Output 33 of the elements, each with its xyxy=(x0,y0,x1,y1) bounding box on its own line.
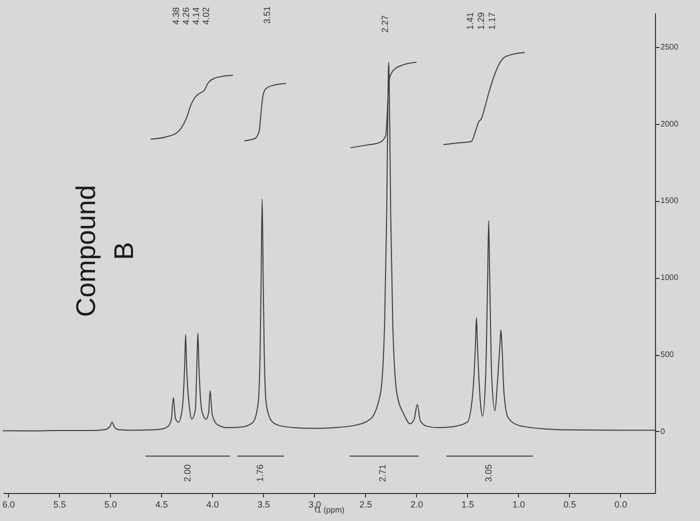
y-tick-label: 2500 xyxy=(660,42,679,52)
annotation: 4.14 xyxy=(191,7,201,25)
x-tick-label: 4.5 xyxy=(155,500,168,510)
annotation: 2.00 xyxy=(182,464,193,482)
x-tick-label: 0.0 xyxy=(614,500,628,510)
x-tick-label: 1.5 xyxy=(462,500,474,510)
annotation: 1.29 xyxy=(476,12,486,30)
annotation: 4.26 xyxy=(181,7,191,25)
x-tick-label: 5.5 xyxy=(53,500,66,510)
annotation: 4.02 xyxy=(201,7,211,25)
x-tick-label: 6.0 xyxy=(2,500,15,510)
annotation: 3.05 xyxy=(484,464,494,482)
x-tick-label: 1.0 xyxy=(512,500,526,510)
annotation: 4.38 xyxy=(171,7,181,25)
y-tick-label: 1000 xyxy=(660,273,679,282)
annotation: 1.17 xyxy=(487,12,497,30)
y-tick-label: 0 xyxy=(660,426,666,436)
x-tick-label: 2.5 xyxy=(359,500,372,510)
x-tick-label: 3.5 xyxy=(257,500,270,510)
annotation: 2.27 xyxy=(380,15,390,33)
x-axis-title: f1 (ppm) xyxy=(314,506,345,514)
x-tick-label: 4.0 xyxy=(206,500,219,510)
x-tick-label: 2.0 xyxy=(410,500,423,510)
x-tick-label: 0.5 xyxy=(564,500,576,510)
annotation: 2.71 xyxy=(378,464,388,482)
annotation: 1.76 xyxy=(255,464,266,482)
annotation: 3.51 xyxy=(262,6,272,24)
y-tick-label: 500 xyxy=(660,350,674,360)
x-tick-label: 5.0 xyxy=(104,500,117,510)
annotation: 1.41 xyxy=(465,12,475,30)
annotation: Compound B xyxy=(71,184,139,318)
y-tick-label: 2000 xyxy=(660,119,679,128)
y-tick-label: 1500 xyxy=(660,196,679,206)
